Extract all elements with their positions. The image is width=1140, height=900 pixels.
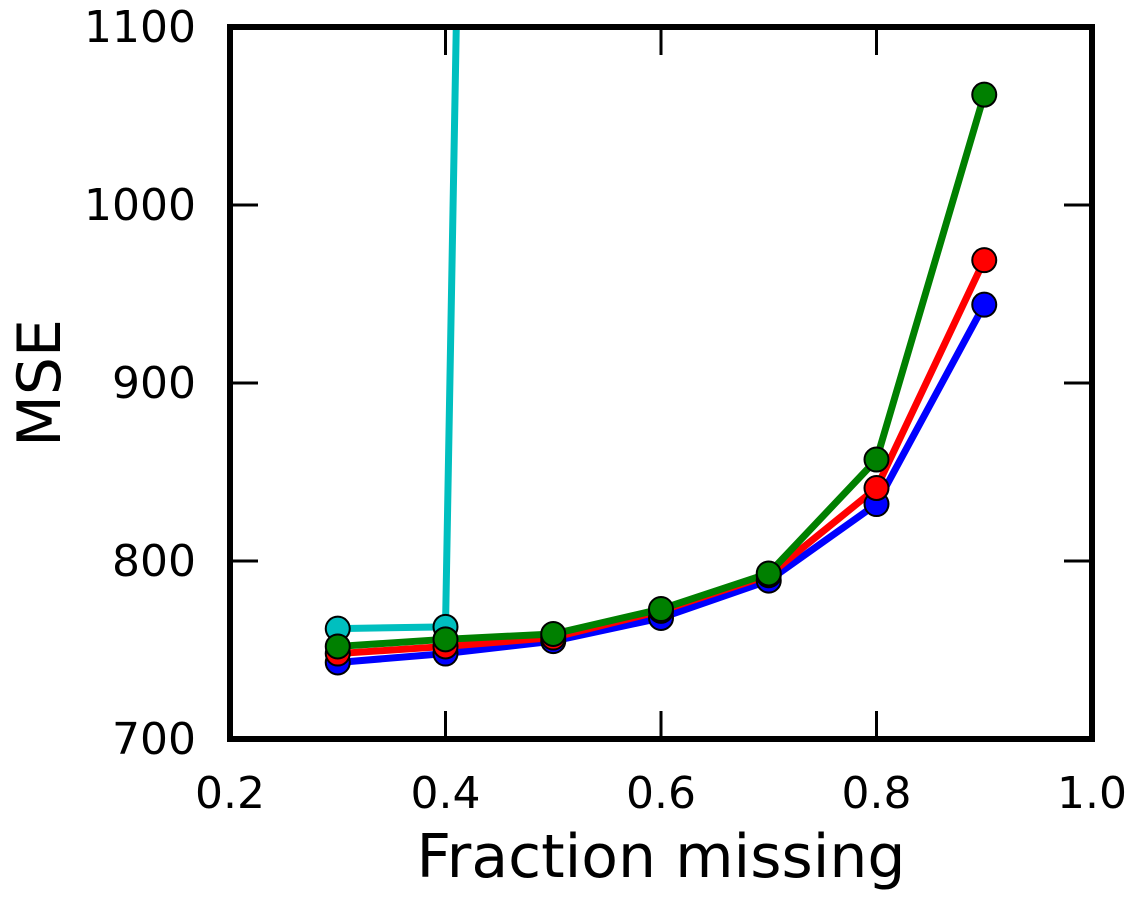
x-tick-label: 0.6 (626, 768, 696, 819)
x-axis-title: Fraction missing (417, 822, 906, 892)
x-tick-label: 1.0 (1057, 768, 1127, 819)
x-tick-label: 0.4 (411, 768, 481, 819)
y-tick-label: 800 (112, 536, 196, 587)
data-point (971, 247, 998, 274)
data-point (324, 633, 351, 660)
y-tick-label: 1100 (84, 2, 196, 53)
y-tick-label: 900 (112, 358, 196, 409)
data-point (971, 81, 998, 108)
data-point (540, 620, 567, 647)
y-tick-label: 1000 (84, 180, 196, 231)
plot-frame (227, 24, 1095, 742)
tick-layer (228, 25, 1094, 741)
data-point (971, 291, 998, 318)
data-point (863, 446, 890, 473)
series-line-3 (337, 93, 988, 650)
tick-label-layer: 0.2 0.4 0.6 0.8 1.0 700 800 900 1000 1100 (84, 2, 1127, 819)
x-tick-label: 0.2 (195, 768, 265, 819)
marker-layer (324, 81, 998, 676)
y-tick-label: 700 (112, 714, 196, 765)
data-point (755, 560, 782, 587)
data-point (648, 596, 674, 623)
series-line-0 (337, 27, 460, 633)
data-point (432, 626, 459, 653)
data-point (863, 475, 890, 502)
y-axis-title: MSE (5, 319, 75, 447)
series-layer (337, 27, 988, 666)
x-tick-label: 0.8 (842, 768, 912, 819)
